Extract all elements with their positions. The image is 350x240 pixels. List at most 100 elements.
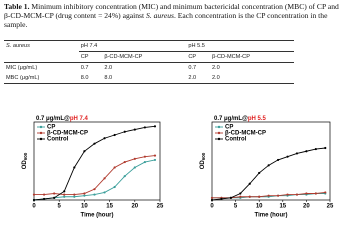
data-point [83,192,86,195]
x-tick-label: 20 [303,204,310,210]
data-point [93,142,96,145]
data-point [63,195,66,198]
x-tick-label: 5 [234,204,238,210]
data-point [324,146,327,150]
data-point [53,192,56,195]
data-point [42,193,46,196]
data-point [32,198,36,202]
data-point [83,194,86,197]
series-line [211,147,326,201]
table-cell: 8.0 [102,73,187,84]
legend-label: Control [47,137,69,143]
table-cell: MIC (μg/mL) [6,65,38,71]
x-tick-label: 0 [210,204,214,210]
data-point [305,150,308,153]
legend-marker [39,131,43,135]
legend-marker [217,137,221,141]
y-axis-label-main: OD [200,160,206,170]
x-axis-label: Time (hour) [255,213,288,219]
data-point [324,191,327,194]
table-cell: 2.0 [209,73,294,84]
data-point [239,192,242,195]
table-cell: 2.0 [104,65,113,71]
data-point [295,193,299,196]
data-point [73,195,76,198]
data-point [248,182,251,185]
y-axis-label-main: OD [22,160,28,170]
data-point [32,193,36,196]
data-point [153,154,157,157]
legend-label: Control [225,137,247,143]
plot-frame [211,121,331,201]
data-point [143,126,146,129]
table-cell: pH 5.5 [186,40,294,52]
data-point [113,185,116,189]
data-point [267,164,270,167]
data-point [210,196,214,199]
table-cell: 0.7 [188,65,197,71]
data-point [248,195,251,198]
data-point [286,193,289,196]
table: S. aureus pH 7.4 pH 5.5 CP β-CD-MCM-CP CP β-C… [4,40,294,84]
data-point [286,155,289,158]
legend-marker [217,131,221,135]
table-row: CP β-CD-MCM-CP CP β-CD-MCM-CP [4,51,294,63]
data-point [103,137,106,140]
caption-species: S. aureus [146,11,174,20]
data-point [63,190,66,193]
x-axis-label: Time (hour) [81,213,114,219]
table-cell: β-CD-MCM-CP [102,51,187,63]
table-cell: MBC (μg/mL) [4,73,79,84]
data-point [63,193,66,196]
data-point [258,195,261,198]
data-point [93,193,96,196]
data-point [267,194,270,197]
legend-label: β-CD-MCM-CP [47,131,88,137]
data-point [42,197,46,201]
data-point [103,191,106,194]
table-cell: β-CD-MCM-CP [209,51,294,63]
legend-label: CP [47,125,55,131]
data-point [258,171,261,175]
x-tick-label: 20 [131,204,138,210]
data-point [53,196,56,199]
table-cell: 8.0 [78,73,103,84]
y-axis-label: OD600 [22,152,29,169]
table-row: MIC (μg/mL) 0.7 2.0 0.7 2.0 [4,63,294,74]
caption-label: Table 1. [4,2,30,11]
table-cell: 2.0 [186,73,210,84]
data-point [295,152,299,155]
data-point [123,130,126,133]
chart-title-ph: pH 5.5 [248,116,267,122]
table-cell [4,51,79,63]
data-point [113,133,116,137]
data-point [153,158,157,162]
data-point [133,128,136,131]
x-tick-label: 15 [106,204,113,210]
x-tick-label: 10 [81,204,88,210]
data-point [153,125,157,128]
data-point [103,177,106,180]
chart-title-main: 0.7 μg/mL@ [36,116,70,122]
x-tick-label: 10 [256,204,263,210]
plot-frame [33,121,161,201]
table-cell: CP [78,51,103,63]
table-row: MBC (μg/mL) 8.0 8.0 2.0 2.0 [4,73,294,84]
y-axis-label-sub: 600 [23,152,28,160]
document: Table 1. Minimum inhibitory concentratio… [4,2,346,219]
x-tick-label: 25 [157,204,164,210]
caption-text: . Each concentration is the CP concentra… [4,11,328,29]
x-tick-label: 5 [58,204,62,210]
x-tick-label: 0 [32,204,36,210]
caption: Table 1. Minimum inhibitory concentratio… [4,2,346,29]
legend-marker [217,125,221,129]
y-axis-label-sub: 600 [201,152,206,160]
legend-label: β-CD-MCM-CP [225,131,266,137]
table-cell: 0.7 [80,65,89,71]
data-point [229,196,232,199]
data-point [73,166,76,169]
data-point [133,157,136,160]
table-cell: S. aureus [4,40,79,52]
chart-title-main: 0.7 μg/mL@ [214,116,248,122]
data-point [73,193,76,196]
